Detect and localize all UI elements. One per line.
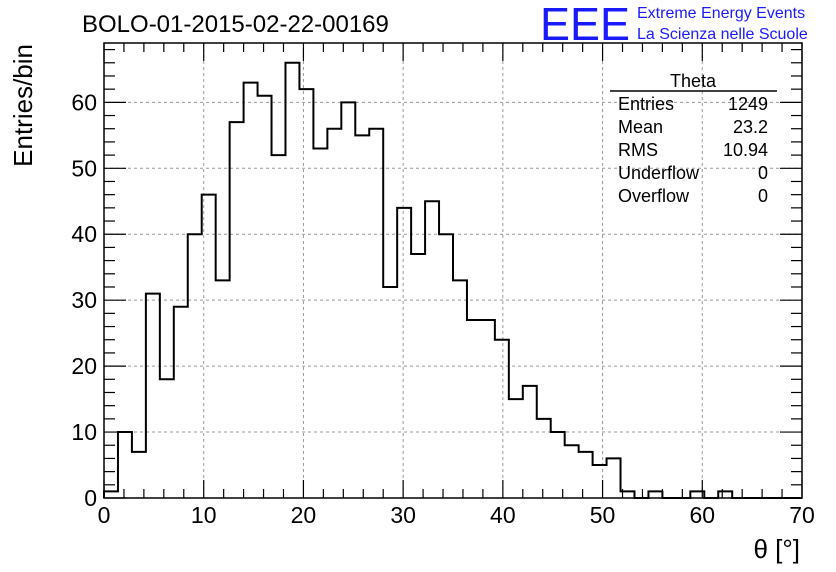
x-tick-label: 0 xyxy=(98,502,111,528)
histogram-outline xyxy=(103,61,802,499)
x-tick-label: 20 xyxy=(291,502,317,528)
stats-title: Theta xyxy=(670,71,717,91)
stats-value: 23.2 xyxy=(733,117,768,137)
tick-labels: 0 10 20 30 40 50 60 70 0 10 20 30 40 50 60 xyxy=(71,89,814,528)
x-tick-label: 60 xyxy=(689,502,715,528)
stats-label: Overflow xyxy=(618,186,690,206)
x-tick-label: 40 xyxy=(490,502,516,528)
eee-logo-mark: EEE xyxy=(540,0,630,50)
y-tick-label: 30 xyxy=(71,287,97,313)
stats-label: Underflow xyxy=(618,163,700,183)
stats-value: 0 xyxy=(758,163,768,183)
x-tick-label: 30 xyxy=(390,502,416,528)
eee-logo-line1: Extreme Energy Events xyxy=(637,5,805,22)
chart-title: BOLO-01-2015-02-22-00169 xyxy=(82,11,389,38)
stats-value: 0 xyxy=(758,186,768,206)
x-axis-label: θ [°] xyxy=(753,534,800,564)
y-tick-label: 0 xyxy=(84,485,97,511)
x-tick-label: 70 xyxy=(789,502,815,528)
y-tick-label: 50 xyxy=(71,155,97,181)
stats-label: Entries xyxy=(618,94,674,114)
plot-frame xyxy=(103,42,803,499)
stats-value: 1249 xyxy=(728,94,768,114)
stats-label: Mean xyxy=(618,117,663,137)
y-tick-label: 60 xyxy=(71,89,97,115)
y-tick-label: 20 xyxy=(71,353,97,379)
y-axis-label: Entries/bin xyxy=(8,44,38,167)
stats-label: RMS xyxy=(618,140,658,160)
x-tick-label: 50 xyxy=(590,502,616,528)
stats-box: Theta Entries 1249 Mean 23.2 RMS 10.94 Underfl… xyxy=(610,71,777,206)
y-tick-label: 40 xyxy=(71,221,97,247)
x-tick-label: 10 xyxy=(191,502,217,528)
eee-logo-line2: La Scienza nelle Scuole xyxy=(637,26,808,43)
stats-value: 10.94 xyxy=(723,140,768,160)
axis-ticks xyxy=(103,43,803,499)
y-tick-label: 10 xyxy=(71,419,97,445)
